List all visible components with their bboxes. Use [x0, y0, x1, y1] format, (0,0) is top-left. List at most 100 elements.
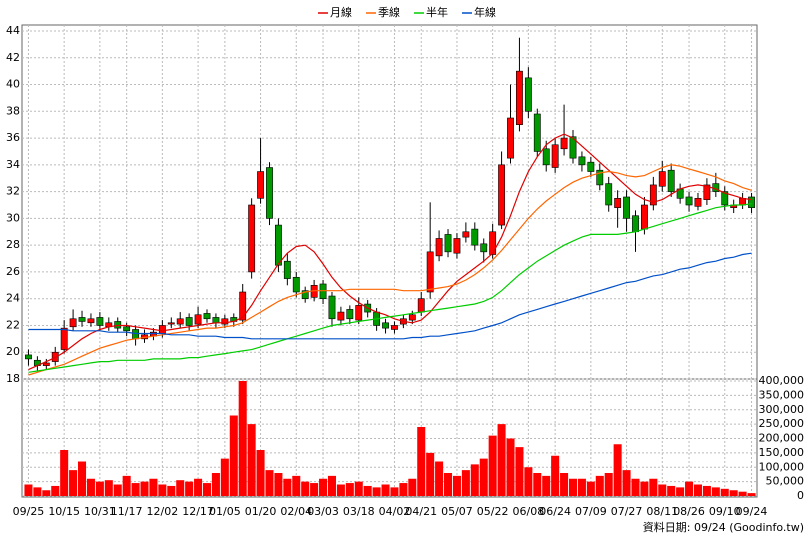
candle-body [257, 171, 264, 199]
volume-bar [426, 452, 435, 496]
candle-body [185, 317, 193, 326]
y2-tick-label: 150,000 [759, 446, 805, 459]
candle-body [533, 113, 541, 152]
candle-body [426, 251, 434, 293]
y2-tick-label: 250,000 [759, 417, 805, 430]
candle-body [417, 298, 425, 313]
volume-bar [265, 470, 274, 496]
volume-bar [33, 487, 42, 496]
volume-bar [86, 478, 95, 496]
volume-bar [685, 481, 694, 496]
candle-body [569, 136, 577, 159]
volume-bar [506, 438, 515, 496]
volume-bar [185, 481, 194, 496]
ma-line [28, 252, 752, 340]
y2-tick-label: 0 [797, 489, 804, 502]
candle-body [239, 291, 247, 321]
candle-body [114, 321, 122, 329]
x-tick-label: 04/21 [405, 505, 437, 518]
candle-body [382, 322, 389, 329]
x-tick-label: 04/02 [379, 505, 411, 518]
x-tick-label: 01/20 [245, 505, 277, 518]
x-tick-label: 12/17 [182, 505, 214, 518]
candle-body [667, 169, 675, 192]
y2-tick-label: 100,000 [759, 460, 805, 473]
candle-body [640, 204, 648, 230]
x-tick-label: 08/26 [673, 505, 705, 518]
volume-bar [158, 484, 167, 496]
candle-body [614, 198, 622, 208]
volume-bar [488, 435, 497, 496]
y-tick-label: 38 [6, 104, 20, 117]
volume-bar [435, 461, 444, 496]
candle-body [301, 290, 309, 299]
volume-bar [711, 487, 720, 496]
y-tick-label: 44 [6, 24, 20, 37]
volume-bar [283, 478, 292, 496]
candle-body [507, 117, 514, 159]
volume-bar [122, 475, 131, 496]
volume-bar [533, 473, 542, 496]
candle-body [551, 144, 559, 168]
ma-line [28, 164, 752, 376]
volume-bar [336, 484, 345, 496]
volume-bar [542, 475, 551, 496]
volume-bar [399, 483, 408, 496]
y2-tick-label: 400,000 [759, 374, 805, 387]
candle-body [649, 184, 657, 206]
volume-bar [372, 487, 381, 496]
candle-body [274, 224, 282, 266]
x-tick-label: 12/02 [147, 505, 179, 518]
volume-bar [310, 483, 319, 496]
volume-bar [676, 487, 685, 496]
volume-bar [729, 490, 738, 496]
candle-body [524, 77, 532, 112]
volume-bar [640, 481, 649, 496]
candle-body [42, 362, 50, 366]
volume-bar [363, 485, 372, 496]
volume-bar [720, 488, 729, 496]
legend-label: 月線 [330, 5, 352, 19]
y-tick-label: 32 [6, 185, 20, 198]
volume-bar [256, 450, 265, 496]
x-tick-label: 06/24 [539, 505, 571, 518]
volume-bar [229, 415, 238, 496]
candle-body [703, 184, 711, 200]
volume-bar [595, 475, 604, 496]
volume-bar [113, 484, 122, 496]
candle-body [632, 215, 639, 233]
y-tick-label: 34 [6, 158, 20, 171]
y-tick-label: 18 [6, 372, 20, 385]
candle-body [587, 161, 595, 172]
volume-bar [738, 491, 747, 496]
candle-body [739, 198, 747, 206]
volume-bar [408, 478, 417, 496]
candle-body [221, 318, 229, 325]
candle-body [694, 198, 702, 207]
candle-body [542, 148, 550, 166]
candle-body [158, 325, 166, 334]
volume-bar [747, 493, 756, 496]
candle-body [337, 311, 345, 321]
candle-body [658, 171, 666, 187]
volume-bar [211, 473, 220, 496]
candle-body [266, 167, 273, 219]
x-tick-label: 11/17 [111, 505, 143, 518]
volume-bar [551, 455, 560, 496]
volume-bar [586, 481, 595, 496]
candle-body [60, 327, 68, 350]
candle-body [283, 260, 291, 279]
volume-bar [577, 478, 586, 496]
volume-bar [568, 478, 578, 496]
volume-bar [301, 481, 310, 496]
volume-bar [78, 461, 87, 496]
candle-body [212, 317, 220, 324]
volume-bar [176, 480, 185, 496]
legend-label: 年線 [474, 5, 496, 19]
candle-body [685, 196, 693, 206]
x-tick-label: 02/04 [280, 505, 312, 518]
x-tick-label: 01/05 [209, 505, 241, 518]
volume-bar [247, 424, 256, 496]
volume-bar [515, 447, 524, 496]
